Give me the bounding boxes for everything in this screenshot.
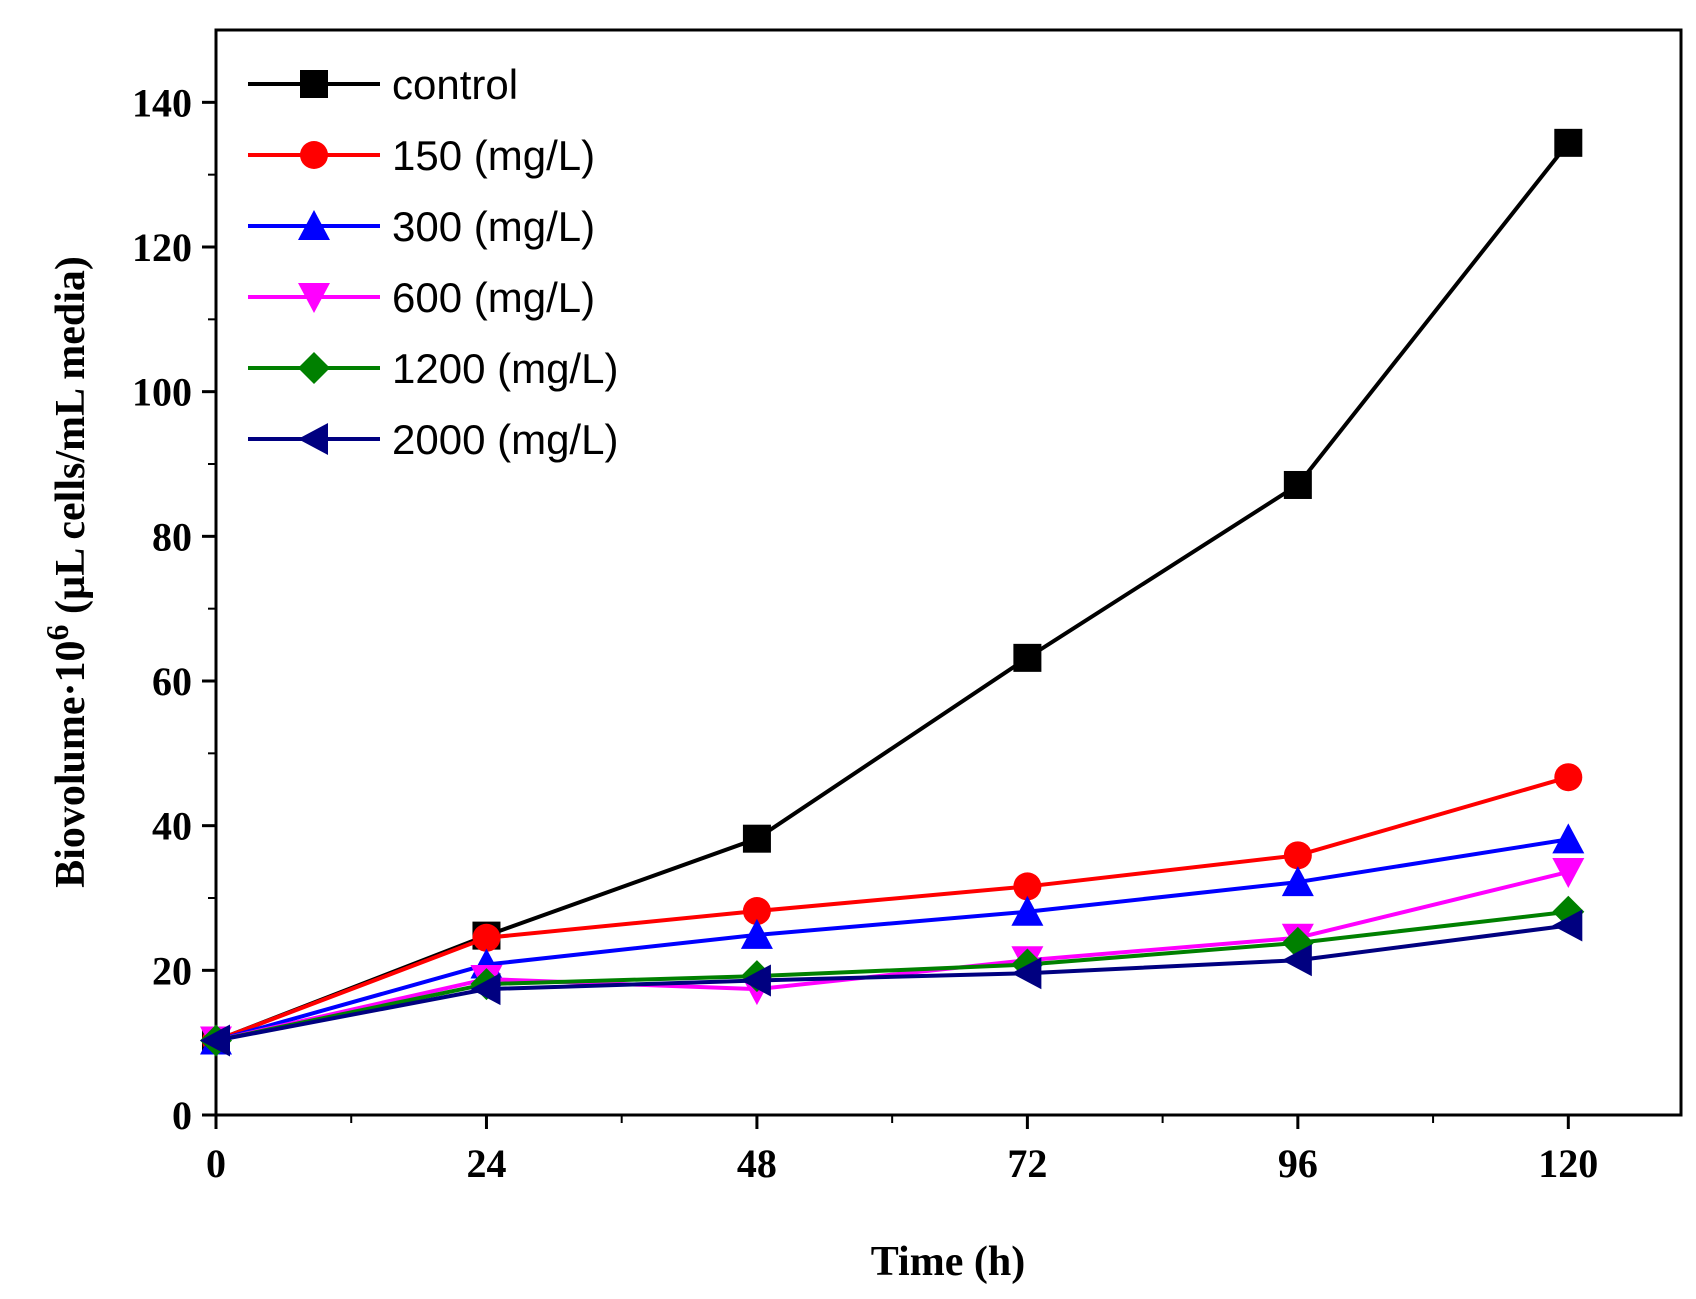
axis-ticks: 0 24 48 72 96 120 0 20 40 60 80 100 120 140 bbox=[132, 80, 1598, 1186]
legend-label-2000-mg-l: 2000 (mg/L) bbox=[392, 416, 618, 463]
data-point-2000-mg-l-48 bbox=[740, 964, 771, 997]
x-axis-title: Time (h) bbox=[871, 1239, 1025, 1285]
series-line-600-mg-l bbox=[215, 870, 1569, 1043]
data-point-150-mg-l-120 bbox=[1554, 763, 1583, 792]
series-line-2000-mg-l bbox=[215, 923, 1569, 1043]
series-line-300-mg-l bbox=[215, 837, 1569, 1043]
series-300-mg-l bbox=[200, 823, 1585, 1055]
legend-item-2000-mg-l: 2000 (mg/L) bbox=[248, 416, 618, 463]
series-control bbox=[202, 128, 1583, 1055]
series-line-150-mg-l bbox=[215, 775, 1569, 1043]
legend-item-1200-mg-l: 1200 (mg/L) bbox=[248, 345, 618, 392]
legend-item-150-mg-l: 150 (mg/L) bbox=[248, 132, 595, 179]
legend-label-150-mg-l: 150 (mg/L) bbox=[392, 132, 595, 179]
y-axis-title: Biovolume·106 (µL cells/mL media) bbox=[39, 256, 94, 888]
data-point-300-mg-l-120 bbox=[1552, 823, 1585, 854]
data-point-150-mg-l-72 bbox=[1013, 872, 1042, 901]
x-tick-label-96: 96 bbox=[1278, 1141, 1318, 1186]
legend-item-300-mg-l: 300 (mg/L) bbox=[248, 203, 595, 250]
x-tick-label-0: 0 bbox=[206, 1141, 226, 1186]
legend-item-600-mg-l: 600 (mg/L) bbox=[248, 274, 595, 321]
series-150-mg-l bbox=[202, 763, 1583, 1055]
data-point-control-96 bbox=[1283, 470, 1312, 499]
series-line-1200-mg-l bbox=[215, 909, 1569, 1043]
y-tick-label-40: 40 bbox=[152, 804, 192, 849]
series-layer bbox=[200, 128, 1585, 1057]
legend-label-300-mg-l: 300 (mg/L) bbox=[392, 203, 595, 250]
data-point-600-mg-l-120 bbox=[1552, 857, 1585, 888]
legend-item-control: control bbox=[248, 61, 518, 108]
data-point-2000-mg-l-120 bbox=[1552, 909, 1583, 942]
data-point-150-mg-l-24 bbox=[472, 923, 501, 952]
y-tick-label-100: 100 bbox=[132, 370, 192, 415]
data-point-control-48 bbox=[742, 824, 771, 853]
legend-marker-150-mg-l bbox=[300, 141, 328, 169]
data-point-300-mg-l-96 bbox=[1281, 866, 1314, 897]
data-point-300-mg-l-48 bbox=[740, 918, 773, 949]
legend-label-1200-mg-l: 1200 (mg/L) bbox=[392, 345, 618, 392]
y-tick-label-0: 0 bbox=[172, 1093, 192, 1138]
legend-marker-600-mg-l bbox=[298, 283, 330, 313]
x-tick-label-72: 72 bbox=[1007, 1141, 1047, 1186]
x-tick-label-24: 24 bbox=[466, 1141, 506, 1186]
data-point-300-mg-l-72 bbox=[1011, 895, 1044, 926]
plot-frame bbox=[214, 28, 1683, 1117]
data-point-control-72 bbox=[1013, 643, 1042, 672]
legend-marker-control bbox=[300, 70, 328, 98]
y-axis-title-exponent: 6 bbox=[39, 624, 75, 640]
y-tick-label-140: 140 bbox=[132, 80, 192, 125]
data-point-control-120 bbox=[1554, 128, 1583, 157]
x-tick-label-48: 48 bbox=[737, 1141, 777, 1186]
data-point-2000-mg-l-0 bbox=[200, 1024, 230, 1057]
legend-marker-300-mg-l bbox=[298, 210, 330, 240]
y-tick-label-20: 20 bbox=[152, 948, 192, 993]
series-600-mg-l bbox=[200, 857, 1585, 1057]
legend: control 150 (mg/L) 300 (mg/L) 600 (mg/L) 120… bbox=[248, 61, 618, 463]
legend-marker-1200-mg-l bbox=[298, 352, 330, 384]
y-tick-label-80: 80 bbox=[152, 514, 192, 559]
data-point-150-mg-l-96 bbox=[1283, 841, 1312, 870]
y-tick-label-60: 60 bbox=[152, 659, 192, 704]
data-point-2000-mg-l-24 bbox=[470, 973, 501, 1006]
legend-label-600-mg-l: 600 (mg/L) bbox=[392, 274, 595, 321]
legend-marker-2000-mg-l bbox=[298, 423, 328, 455]
y-axis-title-units: (µL cells/mL media) bbox=[48, 256, 94, 624]
data-point-2000-mg-l-72 bbox=[1011, 957, 1042, 990]
data-point-150-mg-l-48 bbox=[742, 897, 771, 926]
legend-label-control: control bbox=[392, 61, 518, 108]
x-tick-label-120: 120 bbox=[1538, 1141, 1598, 1186]
series-2000-mg-l bbox=[200, 909, 1583, 1057]
y-tick-label-120: 120 bbox=[132, 225, 192, 270]
data-point-2000-mg-l-96 bbox=[1281, 944, 1312, 977]
y-axis-title-main: Biovolume·10 bbox=[48, 640, 94, 887]
